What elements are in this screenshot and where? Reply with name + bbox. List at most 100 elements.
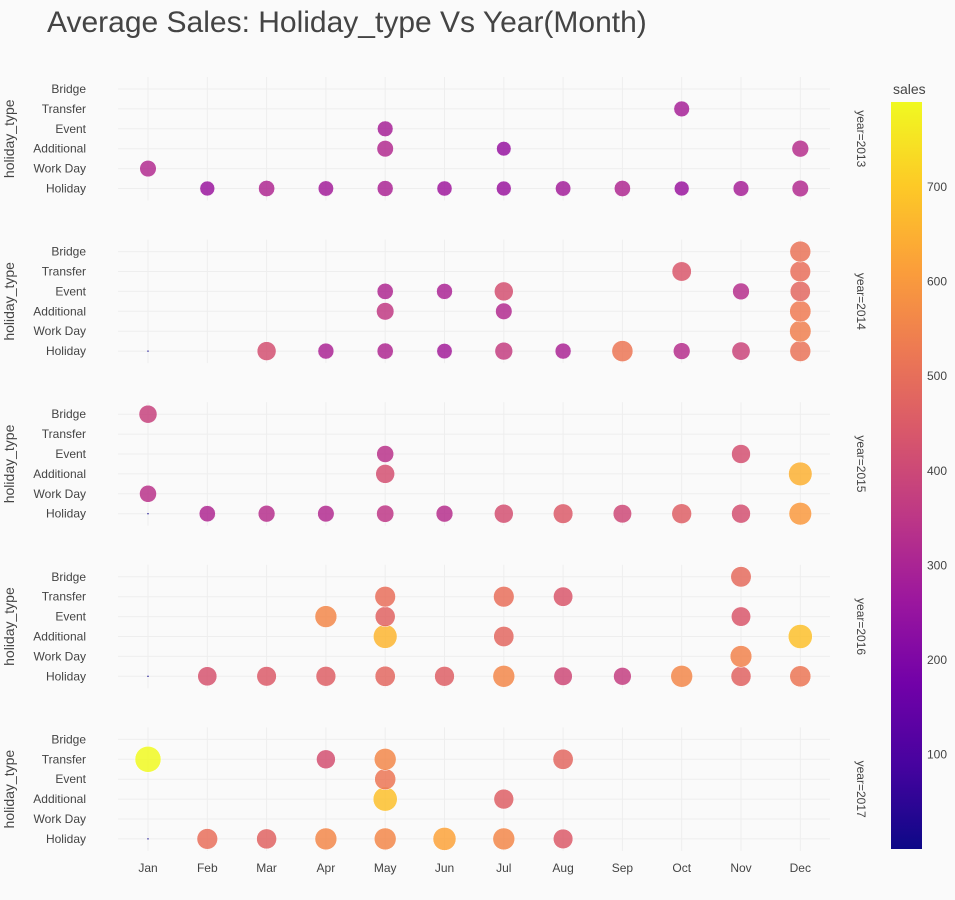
- data-point: [317, 180, 334, 197]
- data-point: [732, 282, 750, 301]
- data-point: [376, 140, 394, 158]
- data-point: [732, 180, 750, 197]
- chart-title: Average Sales: Holiday_type Vs Year(Mont…: [47, 6, 647, 39]
- y-tick-label: Transfer: [42, 265, 86, 279]
- data-point: [731, 341, 751, 361]
- data-point: [494, 281, 514, 302]
- facet-1: Holiday Work Day Additional Event Transfer Br…: [1, 239, 868, 364]
- data-point: [673, 100, 690, 118]
- x-tick-label: Nov: [730, 861, 751, 875]
- data-point: [372, 786, 398, 812]
- data-point: [374, 748, 397, 771]
- data-point: [436, 180, 453, 197]
- facet-label: year=2013: [854, 110, 868, 167]
- data-point: [373, 624, 398, 649]
- y-tick-label: Work Day: [34, 812, 86, 826]
- data-point: [493, 788, 514, 810]
- data-point: [375, 464, 395, 484]
- colorbar-tick-label: 700: [927, 180, 947, 194]
- y-tick-label: Work Day: [34, 649, 86, 663]
- y-tick-label: Additional: [33, 142, 86, 156]
- y-axis-title: holiday_type: [1, 262, 17, 341]
- y-tick-label: Transfer: [42, 590, 86, 604]
- data-point: [146, 675, 150, 678]
- y-tick-label: Event: [55, 610, 86, 624]
- data-point: [134, 746, 162, 773]
- data-point: [314, 605, 338, 628]
- data-point: [552, 748, 574, 770]
- data-point: [788, 461, 813, 486]
- data-point: [613, 667, 632, 686]
- data-point: [376, 283, 394, 300]
- data-point: [374, 665, 396, 687]
- data-point: [731, 503, 751, 524]
- y-tick-label: Additional: [33, 630, 86, 644]
- data-point: [376, 445, 394, 463]
- data-point: [316, 749, 336, 770]
- y-tick-label: Bridge: [51, 570, 86, 584]
- y-tick-label: Event: [55, 447, 86, 461]
- data-point: [788, 502, 812, 526]
- data-point: [553, 828, 574, 849]
- data-point: [147, 187, 149, 190]
- data-point: [494, 503, 514, 524]
- y-tick-label: Bridge: [51, 82, 86, 96]
- y-tick-label: Holiday: [46, 182, 86, 196]
- data-point: [436, 283, 453, 300]
- y-tick-label: Additional: [33, 792, 86, 806]
- colorbar-tick-label: 500: [927, 369, 947, 383]
- x-tick-label: Dec: [790, 861, 811, 875]
- data-point: [496, 180, 512, 197]
- x-tick-label: Mar: [256, 861, 277, 875]
- colorbar-tick-label: 600: [927, 275, 947, 289]
- data-point: [494, 341, 513, 361]
- colorbar-tick-label: 300: [927, 558, 947, 572]
- data-point: [789, 240, 811, 263]
- y-tick-label: Additional: [33, 304, 86, 318]
- data-point: [791, 179, 809, 198]
- data-point: [671, 261, 692, 282]
- data-point: [256, 666, 277, 687]
- data-point: [731, 606, 751, 627]
- data-point: [612, 504, 632, 524]
- facet-label: year=2014: [854, 273, 868, 330]
- data-point: [495, 302, 513, 320]
- data-point: [673, 342, 691, 360]
- y-tick-label: Event: [55, 284, 86, 298]
- data-point: [789, 665, 812, 688]
- data-point: [197, 666, 218, 687]
- data-point: [374, 827, 397, 851]
- y-tick-label: Transfer: [42, 427, 86, 441]
- x-tick-label: Aug: [552, 861, 573, 875]
- data-point: [258, 180, 275, 197]
- data-point: [376, 302, 395, 321]
- colorbar-tick-label: 400: [927, 464, 947, 478]
- data-point: [789, 260, 811, 283]
- data-point: [553, 586, 574, 607]
- data-point: [493, 586, 515, 608]
- data-point: [791, 140, 809, 158]
- y-tick-label: Bridge: [51, 245, 86, 259]
- y-tick-label: Holiday: [46, 669, 86, 683]
- y-axis-title: holiday_type: [1, 424, 17, 503]
- facet-label: year=2017: [854, 761, 868, 818]
- colorbar-tick-label: 100: [927, 747, 947, 761]
- data-point: [492, 827, 515, 851]
- colorbar-tick-label: 200: [927, 653, 947, 667]
- data-point: [614, 180, 631, 197]
- x-tick-label: Jul: [496, 861, 511, 875]
- data-point: [670, 665, 693, 688]
- data-point: [729, 645, 753, 668]
- data-point: [789, 281, 811, 302]
- data-point: [789, 340, 811, 362]
- x-tick-label: Sep: [612, 861, 634, 875]
- data-point: [789, 320, 812, 343]
- x-tick-label: Jun: [435, 861, 454, 875]
- data-point: [434, 666, 455, 687]
- facet-4: Holiday Work Day Additional Event Transfer Br…: [1, 727, 868, 851]
- y-tick-label: Work Day: [34, 487, 86, 501]
- facet-2: Holiday Work Day Additional Event Transfer Br…: [1, 402, 868, 526]
- data-point: [553, 666, 573, 686]
